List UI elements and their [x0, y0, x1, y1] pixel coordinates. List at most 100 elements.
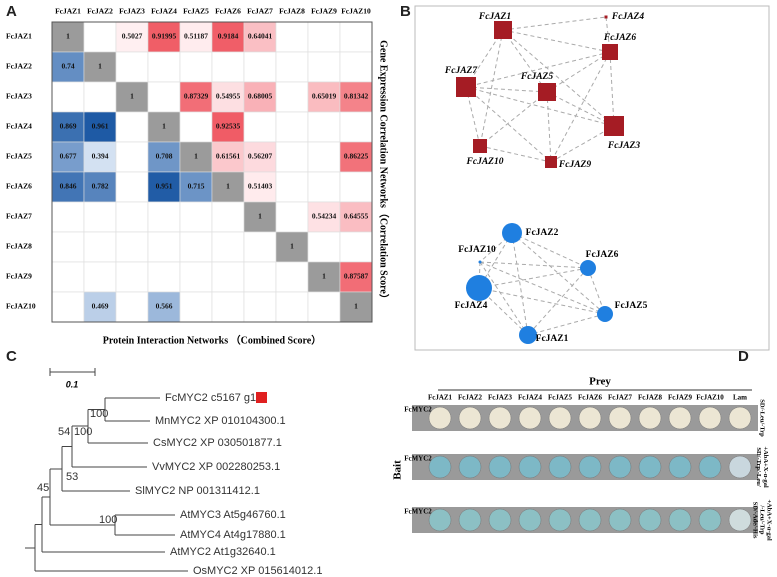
heatmap-cell [275, 51, 309, 83]
heatmap-cell [147, 201, 181, 233]
heatmap-cell [307, 261, 341, 293]
node-label: FcJAZ3 [607, 141, 640, 151]
heatmap-cell [275, 201, 309, 233]
panel-letter: D [738, 348, 749, 365]
heatmap-cell [115, 51, 149, 83]
heatmap-cell [243, 141, 277, 173]
network-frame [414, 5, 770, 351]
network-node [604, 116, 624, 136]
node-label: FcJAZ4 [455, 301, 488, 311]
panel-letter: B [400, 3, 411, 20]
yeast-spot [668, 455, 692, 479]
cell-value: 0.51403 [248, 182, 273, 191]
panel-letter: A [6, 3, 17, 20]
heatmap-cell [339, 21, 373, 53]
network-node [602, 44, 618, 60]
heatmap-cell [211, 21, 245, 53]
row-label: FcJAZ5 [6, 152, 32, 161]
heatmap-cell [147, 111, 181, 143]
column-label: FcJAZ10 [341, 7, 371, 16]
node-label: FcJAZ2 [526, 228, 559, 238]
node-label: FcJAZ6 [603, 33, 636, 43]
prey-column: FcJAZ1 [428, 394, 453, 402]
heatmap-cell [307, 81, 341, 113]
network-edge [478, 287, 529, 336]
heatmap-cell [147, 261, 181, 293]
heatmap-cell [83, 111, 117, 143]
bootstrap-label: 100 [99, 514, 117, 526]
yeast-spot [458, 455, 482, 479]
heatmap-cell [83, 291, 117, 323]
heatmap-cell [115, 291, 149, 323]
yeast-spot [488, 455, 512, 479]
heatmap-cell [275, 171, 309, 203]
heatmap-cell [275, 111, 309, 143]
cell-value: 0.56207 [248, 152, 273, 161]
heatmap-cell [339, 111, 373, 143]
node-label: FcJAZ5 [520, 72, 553, 82]
prey-column: FcJAZ5 [548, 394, 573, 402]
prey-column: FcJAZ7 [608, 394, 633, 402]
column-label: FcJAZ4 [151, 7, 177, 16]
heatmap-cell [243, 81, 277, 113]
cell-value: 0.87587 [344, 272, 369, 281]
cell-value: 0.64041 [248, 32, 273, 41]
cell-value: 0.708 [156, 152, 173, 161]
yeast-spot [428, 455, 452, 479]
yeast-spot [728, 455, 752, 479]
heatmap-cell [307, 231, 341, 263]
cell-value: 0.65019 [312, 92, 337, 101]
heatmap-cell [179, 201, 213, 233]
yeast-spot [428, 406, 452, 430]
network-edge [587, 267, 606, 315]
heatmap-cell [115, 171, 149, 203]
heatmap-cell [211, 111, 245, 143]
scale-label: 0.1 [66, 379, 79, 389]
network-edge [478, 287, 606, 315]
heatmap-cell [147, 291, 181, 323]
column-label: FcJAZ2 [87, 7, 113, 16]
yeast-spot [548, 406, 572, 430]
yeast-spot [638, 455, 662, 479]
row-label: FcJAZ10 [6, 302, 36, 311]
heatmap-cell [147, 81, 181, 113]
yeast-spot [728, 406, 752, 430]
heatmap-cell [275, 261, 309, 293]
heatmap-cell [243, 291, 277, 323]
heatmap-cell [83, 201, 117, 233]
node-label: FcJAZ5 [615, 301, 648, 311]
network-node [478, 260, 482, 264]
heatmap-cell [307, 141, 341, 173]
cell-value: 0.86225 [344, 152, 369, 161]
network-node [580, 260, 596, 276]
heatmap-cell [51, 51, 85, 83]
cell-value: 1 [98, 62, 102, 71]
cell-value: 0.74 [61, 62, 74, 71]
network-node [597, 306, 613, 322]
heatmap-cell [179, 21, 213, 53]
heatmap-cell [211, 81, 245, 113]
network-node [456, 77, 476, 97]
prey-column: FcJAZ4 [518, 394, 543, 402]
heatmap-cell [307, 171, 341, 203]
cell-value: 0.846 [60, 182, 77, 191]
heatmap-cell [83, 21, 117, 53]
cell-value: 0.677 [60, 152, 77, 161]
network-edge [546, 51, 611, 93]
heatmap-cell [243, 261, 277, 293]
cell-value: 1 [130, 92, 134, 101]
heatmap-cell [243, 201, 277, 233]
panel-letter: C [6, 348, 17, 365]
yeast-spot [578, 455, 602, 479]
heatmap-cell [211, 51, 245, 83]
node-label: FcJAZ10 [466, 157, 504, 167]
network-edge [465, 86, 552, 163]
axis-label: Gene Expression Correlation Networks（Cor… [378, 40, 391, 304]
network-edge [546, 91, 552, 163]
network-edge [465, 86, 615, 127]
cell-value: 0.782 [92, 182, 109, 191]
heatmap-cell [339, 201, 373, 233]
network-edge [479, 145, 552, 163]
cell-value: 1 [354, 302, 358, 311]
network-edge [511, 232, 529, 336]
